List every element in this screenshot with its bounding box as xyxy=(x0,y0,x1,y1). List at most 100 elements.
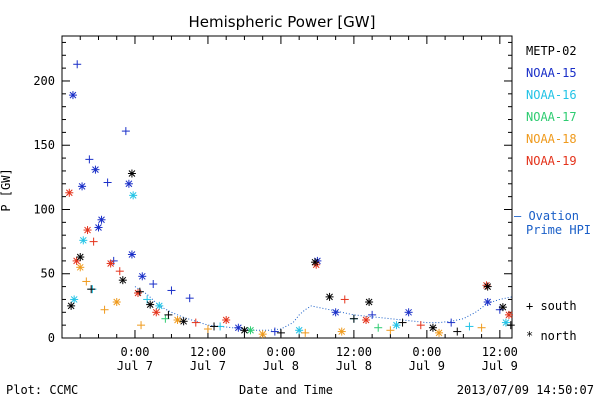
data-point-noaa-19-north xyxy=(222,316,231,325)
data-point-noaa-18-north xyxy=(435,328,444,337)
data-point-noaa-18-north xyxy=(76,263,85,272)
model-line-group xyxy=(134,286,513,331)
data-point-noaa-19-south xyxy=(115,267,124,276)
data-point-noaa-15-north xyxy=(483,298,492,307)
data-point-noaa-18-south xyxy=(477,323,486,332)
data-point-noaa-19-north xyxy=(134,289,143,298)
marker-stroke xyxy=(146,301,154,308)
data-point-noaa-19-south xyxy=(340,295,349,304)
x-tick-label-time: 0:00 xyxy=(121,345,150,359)
data-point-noaa-18-south xyxy=(301,328,310,337)
y-tick-label: 150 xyxy=(33,138,55,152)
data-point-noaa-19-north xyxy=(65,188,74,197)
data-point-noaa-15-north xyxy=(68,91,77,100)
x-tick-label-time: 0:00 xyxy=(412,345,441,359)
marker-stroke xyxy=(429,324,437,332)
data-point-metp-02-north xyxy=(146,300,155,309)
marker-stroke xyxy=(128,251,136,258)
marker-stroke xyxy=(79,236,87,244)
x-tick-label-date: Jul 7 xyxy=(190,359,226,373)
marker-stroke xyxy=(119,276,127,284)
data-point-noaa-15-south xyxy=(121,127,130,136)
legend-marker-south: + south xyxy=(526,299,577,313)
x-tick-label-date: Jul 9 xyxy=(482,359,518,373)
marker-stroke xyxy=(502,319,510,326)
x-tick-label-date: Jul 7 xyxy=(117,359,153,373)
marker-stroke xyxy=(332,308,340,316)
marker-stroke xyxy=(84,226,91,234)
marker-stroke xyxy=(326,293,333,301)
data-point-noaa-16-north xyxy=(155,301,164,310)
marker-stroke xyxy=(70,296,78,303)
data-point-noaa-16-north xyxy=(79,236,88,245)
data-point-noaa-15-south xyxy=(103,178,112,187)
y-tick-label: 100 xyxy=(33,202,55,216)
data-point-noaa-15-south xyxy=(185,294,194,303)
data-point-noaa-19-south xyxy=(89,237,98,246)
x-tick-label-date: Jul 8 xyxy=(263,359,299,373)
data-point-noaa-18-south xyxy=(386,326,395,335)
marker-stroke xyxy=(78,183,86,190)
data-point-noaa-18-north xyxy=(112,298,121,307)
y-tick-label: 200 xyxy=(33,74,55,88)
data-point-noaa-15-north xyxy=(404,308,413,317)
legend-item-noaa-17: NOAA-17 xyxy=(526,110,577,124)
data-point-noaa-15-south xyxy=(167,286,176,295)
y-axis: 0 50 100 150 200 xyxy=(33,41,512,345)
marker-stroke xyxy=(241,326,248,334)
marker-stroke xyxy=(180,317,187,325)
marker-stroke xyxy=(128,170,136,177)
marker-stroke xyxy=(174,316,181,324)
data-point-noaa-16-north xyxy=(501,318,510,327)
data-point-metp-02-south xyxy=(135,287,144,296)
data-point-noaa-16-south xyxy=(465,322,474,331)
x-axis-label: Date and Time xyxy=(239,383,333,397)
data-point-metp-02-north xyxy=(179,317,188,326)
data-point-noaa-18-south xyxy=(82,277,91,286)
marker-stroke xyxy=(295,326,303,334)
data-point-noaa-15-south xyxy=(149,280,158,289)
legend-item-noaa-15: NOAA-15 xyxy=(526,66,577,80)
data-point-noaa-19-north xyxy=(106,259,115,268)
marker-stroke xyxy=(484,283,492,290)
marker-stroke xyxy=(125,180,133,188)
marker-stroke xyxy=(152,308,160,316)
marker-stroke xyxy=(484,298,492,306)
data-point-noaa-15-north xyxy=(127,250,136,259)
marker-stroke xyxy=(338,328,346,335)
data-point-metp-02-north xyxy=(310,258,319,267)
data-point-noaa-15-north xyxy=(234,323,243,332)
data-point-noaa-19-south xyxy=(416,321,425,330)
data-point-noaa-18-south xyxy=(137,321,146,330)
data-point-noaa-15-north xyxy=(94,223,103,232)
marker-stroke xyxy=(499,303,507,311)
marker-stroke xyxy=(69,91,77,99)
plot-timestamp: 2013/07/09 14:50:07 xyxy=(457,383,594,397)
data-point-noaa-16-north xyxy=(70,295,79,304)
data-point-noaa-19-south xyxy=(191,318,200,327)
data-point-metp-02-north xyxy=(127,169,136,178)
data-point-noaa-15-south xyxy=(447,318,456,327)
data-point-noaa-15-north xyxy=(97,215,106,224)
marker-stroke xyxy=(76,263,84,271)
data-point-metp-02-south xyxy=(164,310,173,319)
marker-stroke xyxy=(311,258,319,266)
x-tick-label-time: 0:00 xyxy=(266,345,295,359)
marker-stroke xyxy=(76,253,84,261)
marker-stroke xyxy=(362,316,370,324)
legend-item-metp-02: METP-02 xyxy=(526,44,577,58)
data-point-noaa-15-south xyxy=(368,310,377,319)
marker-stroke xyxy=(155,302,163,310)
plot-credit: Plot: CCMC xyxy=(6,383,78,397)
data-point-noaa-17-south xyxy=(374,323,383,332)
data-point-noaa-15-north xyxy=(331,308,340,317)
data-point-noaa-19-north xyxy=(83,226,92,235)
x-tick-label-time: 12:00 xyxy=(336,345,372,359)
marker-stroke xyxy=(234,324,242,332)
data-points-group xyxy=(65,60,515,339)
marker-stroke xyxy=(435,329,443,337)
x-tick-label-date: Jul 8 xyxy=(336,359,372,373)
data-point-metp-02-north xyxy=(483,282,492,291)
marker-stroke xyxy=(67,302,75,310)
